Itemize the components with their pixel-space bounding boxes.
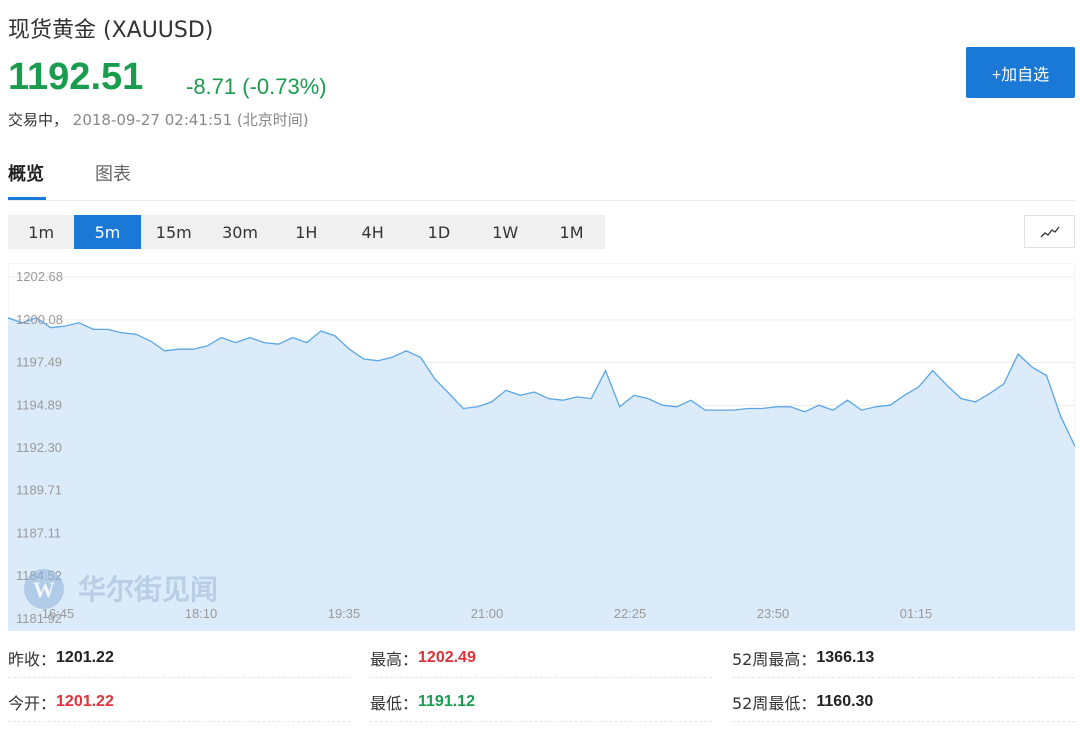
period-selector: 1m 5m 15m 30m 1H 4H 1D 1W 1M bbox=[8, 215, 605, 249]
price-chart-svg: 1202.68 1200.08 1197.49 1194.89 1192.30 1189.… bbox=[8, 263, 1075, 631]
tab-chart[interactable]: 图表 bbox=[95, 164, 131, 185]
y-tick-label: 1189.71 bbox=[16, 483, 62, 498]
period-30m[interactable]: 30m bbox=[222, 222, 259, 242]
price-change: -8.71 (-0.73%) bbox=[186, 74, 327, 99]
stat-prev-close: 昨收： 1201.22 bbox=[8, 638, 350, 678]
tab-overview[interactable]: 概览 bbox=[8, 160, 46, 200]
line-chart-icon bbox=[1040, 226, 1060, 237]
stat-open: 今开： 1201.22 bbox=[8, 682, 350, 722]
y-tick-label: 1197.49 bbox=[16, 355, 62, 370]
watermark-text: 华尔街见闻 bbox=[78, 573, 218, 606]
y-tick-label: 1202.68 bbox=[16, 269, 63, 284]
price-line bbox=[8, 317, 1075, 447]
period-1h[interactable]: 1H bbox=[295, 222, 318, 242]
x-tick-label: 23:50 bbox=[757, 606, 790, 621]
x-tick-label: 18:10 bbox=[185, 606, 218, 621]
instrument-title: 现货黄金 (XAUUSD) bbox=[8, 18, 214, 43]
y-tick-label: 1194.89 bbox=[16, 397, 62, 412]
price-chart[interactable]: 1202.68 1200.08 1197.49 1194.89 1192.30 1189.… bbox=[8, 263, 1075, 631]
x-tick-label: 19:35 bbox=[328, 606, 361, 621]
x-tick-label: 22:25 bbox=[614, 606, 647, 621]
y-tick-label: 1187.11 bbox=[16, 526, 61, 541]
tab-bar: 概览 图表 bbox=[8, 160, 1075, 201]
watermark: W 华尔街见闻 bbox=[24, 569, 218, 609]
period-15m[interactable]: 15m bbox=[155, 222, 192, 242]
stat-high: 最高： 1202.49 bbox=[370, 638, 712, 678]
x-tick-label: 21:00 bbox=[471, 606, 504, 621]
x-tick-label: 16:45 bbox=[42, 606, 75, 621]
period-4h[interactable]: 4H bbox=[361, 222, 384, 242]
period-1m[interactable]: 1m bbox=[28, 222, 55, 242]
svg-text:W: W bbox=[33, 577, 55, 602]
status-timestamp: 2018-09-27 02:41:51 (北京时间) bbox=[72, 111, 309, 129]
stat-low: 最低： 1191.12 bbox=[370, 682, 712, 722]
x-tick-label: 01:15 bbox=[900, 606, 933, 621]
period-1w[interactable]: 1W bbox=[492, 222, 519, 242]
y-tick-label: 1181.92 bbox=[16, 611, 62, 626]
stat-52w-low: 52周最低： 1160.30 bbox=[732, 682, 1075, 722]
period-1d[interactable]: 1D bbox=[427, 222, 451, 242]
chart-type-toggle[interactable] bbox=[1024, 215, 1075, 248]
y-tick-label: 1192.30 bbox=[16, 440, 62, 455]
period-5m[interactable]: 5m bbox=[74, 215, 141, 249]
period-1mo[interactable]: 1M bbox=[559, 222, 584, 242]
current-price: 1192.51 bbox=[8, 56, 144, 98]
y-tick-label: 1200.08 bbox=[16, 312, 63, 327]
stat-52w-high: 52周最高： 1366.13 bbox=[732, 638, 1075, 678]
add-watchlist-button[interactable]: +加自选 bbox=[966, 47, 1075, 98]
status-label: 交易中， bbox=[8, 111, 69, 129]
price-area bbox=[8, 317, 1075, 631]
trading-status: 交易中， 2018-09-27 02:41:51 (北京时间) bbox=[8, 109, 309, 130]
